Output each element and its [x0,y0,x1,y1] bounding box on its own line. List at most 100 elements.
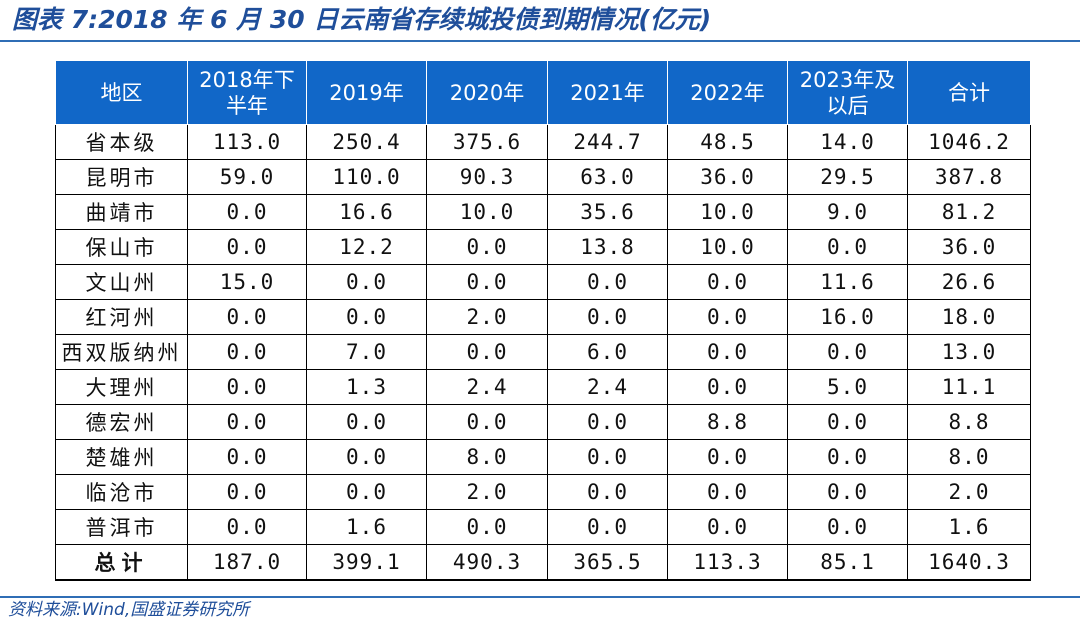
cell-y2020: 2.4 [426,369,548,405]
table-row: 楚雄州 0.0 0.0 8.0 0.0 0.0 0.0 8.0 [55,439,1031,475]
table-row: 曲靖市 0.0 16.6 10.0 35.6 10.0 9.0 81.2 [55,194,1031,230]
cell-y2019: 0.0 [306,299,427,335]
table-header-row: 地区 2018年下半年 2019年 2020年 2021年 2022年 2023… [55,60,1031,125]
header-2021: 2021年 [547,60,668,125]
cell-total: 2.0 [907,474,1031,510]
cell-total: 387.8 [907,159,1031,195]
cell-y2021: 0.0 [547,404,668,440]
cell-y2019: 0.0 [306,264,427,300]
cell-h2-2018: 113.0 [187,124,307,160]
cell-y2023-later: 5.0 [787,369,908,405]
cell-y2023-later: 0.0 [787,404,908,440]
cell-y2020: 0.0 [426,229,548,265]
cell-y2020: 375.6 [426,124,548,160]
cell-region: 楚雄州 [55,439,188,475]
cell-y2020: 8.0 [426,439,548,475]
cell-total: 36.0 [907,229,1031,265]
cell-h2-2018: 0.0 [187,509,307,545]
cell-y2020: 10.0 [426,194,548,230]
cell-y2022: 0.0 [667,369,788,405]
cell-y2019: 12.2 [306,229,427,265]
cell-y2023-later: 0.0 [787,439,908,475]
cell-total: 26.6 [907,264,1031,300]
cell-y2022: 0.0 [667,474,788,510]
cell-y2023-later: 0.0 [787,334,908,370]
cell-region: 红河州 [55,299,188,335]
cell-h2-2018: 59.0 [187,159,307,195]
table-row: 昆明市 59.0 110.0 90.3 63.0 36.0 29.5 387.8 [55,159,1031,195]
table-body: 省本级 113.0 250.4 375.6 244.7 48.5 14.0 1046.2 昆明市… [55,124,1031,581]
cell-y2023-later: 0.0 [787,509,908,545]
cell-y2021: 365.5 [547,544,668,581]
total-row: 总计 187.0 399.1 490.3 365.5 113.3 85.1 1640.3 [55,544,1031,581]
cell-y2022: 0.0 [667,439,788,475]
cell-region: 曲靖市 [55,194,188,230]
header-2023-later-label: 2023年及以后 [799,67,896,118]
cell-y2021: 0.0 [547,264,668,300]
cell-y2021: 244.7 [547,124,668,160]
cell-region: 德宏州 [55,404,188,440]
cell-region: 大理州 [55,369,188,405]
cell-y2022: 0.0 [667,264,788,300]
cell-h2-2018: 0.0 [187,299,307,335]
top-divider [0,40,1080,42]
cell-y2022: 10.0 [667,194,788,230]
cell-y2019: 7.0 [306,334,427,370]
cell-region: 普洱市 [55,509,188,545]
cell-h2-2018: 0.0 [187,229,307,265]
cell-y2021: 0.0 [547,509,668,545]
cell-y2022: 10.0 [667,229,788,265]
cell-y2023-later: 16.0 [787,299,908,335]
figure-title: 图表 7:2018 年 6 月 30 日云南省存续城投债到期情况(亿元) [12,5,712,34]
cell-y2021: 2.4 [547,369,668,405]
cell-y2022: 36.0 [667,159,788,195]
cell-h2-2018: 0.0 [187,404,307,440]
cell-total: 11.1 [907,369,1031,405]
cell-h2-2018: 0.0 [187,369,307,405]
cell-y2019: 16.6 [306,194,427,230]
header-2018h2-label: 2018年下半年 [199,67,295,118]
cell-y2022: 48.5 [667,124,788,160]
header-2019: 2019年 [306,60,427,125]
cell-y2023-later: 29.5 [787,159,908,195]
cell-h2-2018: 0.0 [187,194,307,230]
header-2020: 2020年 [426,60,548,125]
cell-y2021: 0.0 [547,439,668,475]
header-total: 合计 [907,60,1031,125]
cell-region: 省本级 [55,124,188,160]
cell-region: 临沧市 [55,474,188,510]
table-row: 大理州 0.0 1.3 2.4 2.4 0.0 5.0 11.1 [55,369,1031,405]
source-note: 资料来源:Wind,国盛证券研究所 [8,600,250,620]
header-2022: 2022年 [667,60,788,125]
table-row: 西双版纳州 0.0 7.0 0.0 6.0 0.0 0.0 13.0 [55,334,1031,370]
cell-y2020: 0.0 [426,264,548,300]
table-row: 省本级 113.0 250.4 375.6 244.7 48.5 14.0 1046.2 [55,124,1031,160]
header-2018h2: 2018年下半年 [187,60,307,125]
cell-y2020: 90.3 [426,159,548,195]
cell-y2019: 250.4 [306,124,427,160]
cell-h2-2018: 0.0 [187,474,307,510]
cell-y2020: 0.0 [426,334,548,370]
cell-y2023-later: 9.0 [787,194,908,230]
table-row: 文山州 15.0 0.0 0.0 0.0 0.0 11.6 26.6 [55,264,1031,300]
cell-y2019: 110.0 [306,159,427,195]
cell-y2020: 490.3 [426,544,548,581]
cell-y2019: 0.0 [306,404,427,440]
cell-y2021: 0.0 [547,474,668,510]
cell-y2020: 2.0 [426,474,548,510]
cell-total: 1046.2 [907,124,1031,160]
cell-y2019: 0.0 [306,439,427,475]
cell-y2021: 6.0 [547,334,668,370]
cell-y2022: 0.0 [667,299,788,335]
cell-y2020: 0.0 [426,404,548,440]
table-row: 普洱市 0.0 1.6 0.0 0.0 0.0 0.0 1.6 [55,509,1031,545]
cell-h2-2018: 15.0 [187,264,307,300]
bottom-divider [0,596,1080,598]
cell-y2019: 0.0 [306,474,427,510]
cell-y2019: 1.6 [306,509,427,545]
cell-total: 13.0 [907,334,1031,370]
cell-y2022: 113.3 [667,544,788,581]
cell-region: 昆明市 [55,159,188,195]
header-region: 地区 [55,60,188,125]
cell-region: 总计 [55,544,188,581]
